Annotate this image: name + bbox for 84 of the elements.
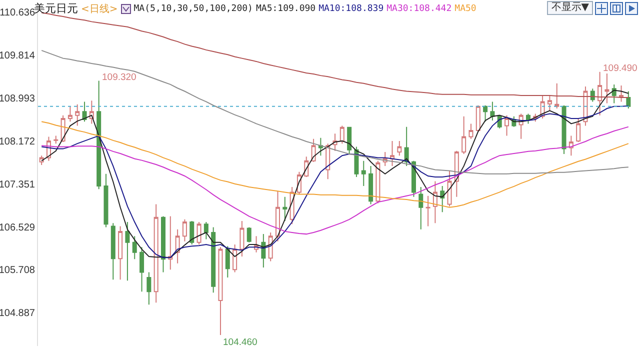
line-series	[41, 126, 629, 235]
candlestick	[182, 218, 187, 242]
candlestick	[326, 143, 330, 180]
candlestick	[361, 160, 366, 186]
candlestick	[39, 155, 44, 166]
candlestick	[390, 140, 395, 167]
text: MA10:108.839	[318, 4, 384, 14]
candlestick	[240, 220, 244, 258]
candlestick	[246, 226, 252, 243]
candlestick	[562, 104, 566, 155]
candlestick	[547, 94, 552, 112]
candlestick	[125, 222, 130, 282]
y-tick-label: 110.636	[0, 7, 36, 18]
candlestick	[104, 173, 108, 228]
y-tick-label: 108.993	[0, 93, 36, 104]
candlestick	[311, 138, 316, 162]
text: MA30:108.442	[386, 4, 452, 14]
y-tick-label: 106.529	[0, 222, 36, 234]
candlestick	[526, 113, 530, 124]
candlestick	[218, 246, 223, 336]
candlestick	[140, 246, 144, 292]
candlestick	[132, 236, 137, 260]
dropdown-button: 不显示▼	[547, 1, 593, 15]
candlestick	[196, 222, 202, 246]
candlestick	[340, 125, 344, 144]
annotation: 109.490	[603, 63, 638, 74]
candlestick	[476, 106, 480, 132]
candlestick	[447, 170, 452, 207]
y-tick-label: 105.708	[0, 265, 36, 276]
candlestick	[118, 226, 123, 280]
candlestick	[432, 180, 438, 224]
candlestick	[483, 104, 488, 122]
candlestick	[211, 226, 216, 294]
candlestick	[418, 186, 424, 230]
candlestick	[190, 220, 194, 246]
candlestick	[110, 222, 116, 280]
candlestick	[376, 160, 380, 204]
candlestick	[368, 166, 374, 205]
candlestick	[232, 244, 238, 273]
candlestick	[462, 116, 466, 155]
candlestick	[604, 72, 610, 104]
candlestick	[576, 118, 581, 142]
candlestick	[619, 85, 624, 102]
candlestick	[347, 126, 352, 155]
candlestick	[275, 190, 280, 242]
candlestick	[160, 216, 166, 273]
candlestick	[68, 106, 72, 122]
chart-title: 美元日元	[34, 1, 78, 15]
candlestick	[168, 216, 173, 270]
candlestick	[626, 90, 631, 110]
candlestick	[440, 185, 445, 213]
candlestick	[82, 101, 87, 122]
candlestick	[54, 135, 58, 144]
candlestick	[282, 196, 288, 222]
candlestick	[554, 82, 560, 110]
text: MA50	[454, 4, 476, 14]
candlestick	[96, 80, 102, 190]
candlestick	[504, 114, 510, 136]
y-tick-label: 109.814	[0, 50, 36, 62]
y-tick-label: 108.172	[0, 136, 36, 148]
line-series	[41, 121, 629, 208]
candlestick	[261, 234, 266, 268]
chart-subtitle: <日线>	[81, 2, 118, 16]
candlestick	[468, 123, 474, 140]
candlestick	[204, 222, 208, 240]
candlestick	[268, 232, 273, 262]
candlestick	[354, 146, 359, 178]
candlestick	[225, 246, 230, 278]
candlestick	[490, 101, 495, 122]
candlestick	[318, 137, 323, 156]
y-tick-label: 104.887	[0, 308, 36, 320]
annotation: MA(5,10,30,50,100,200)	[134, 4, 253, 14]
candlestick	[568, 135, 574, 156]
candlestick	[612, 84, 616, 104]
y-tick-label: 107.351	[0, 179, 36, 190]
candlestick	[598, 71, 602, 116]
candlestick	[75, 104, 80, 126]
candlestick	[146, 272, 152, 306]
annotation: 104.460	[223, 337, 258, 348]
annotation: 109.320	[102, 72, 136, 83]
candlestick	[397, 140, 402, 156]
text: MA5:109.090	[256, 4, 316, 14]
candlestick	[154, 204, 158, 304]
candlestick	[426, 195, 430, 227]
